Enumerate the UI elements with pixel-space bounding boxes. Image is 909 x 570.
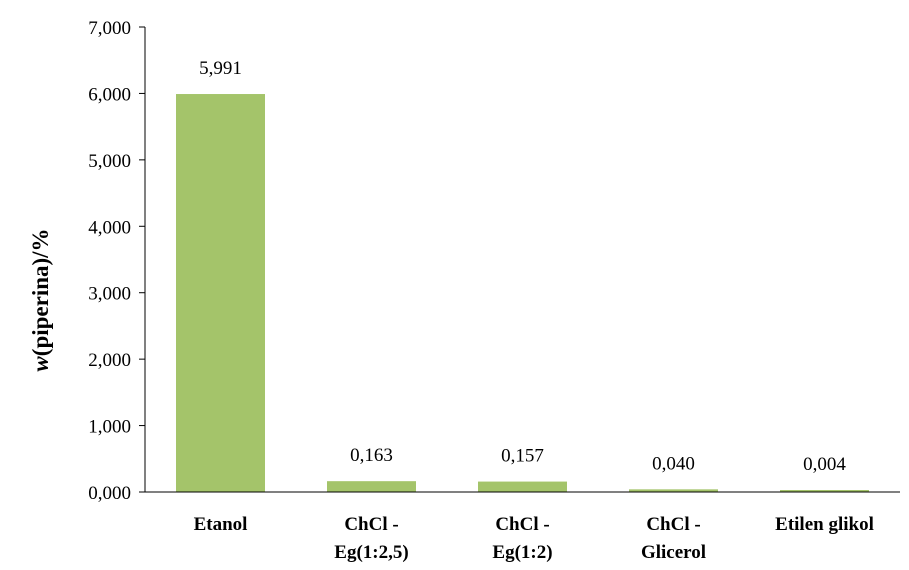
y-axis-label-italic: w [28,356,53,372]
data-label: 5,991 [199,58,242,79]
y-tick-label: 7,000 [88,18,131,39]
category-label-line: Etilen glikol [775,514,874,535]
y-axis-label: w(piperina)/% [28,228,53,371]
category-label-line: Glicerol [641,542,706,563]
y-tick-label: 5,000 [88,151,131,172]
category-label: ChCl - Glicerol [641,514,706,563]
data-label: 0,157 [501,446,544,467]
y-axis-label-rest: (piperina)/% [28,228,53,356]
data-label: 0,004 [803,454,846,475]
category-label: ChCl - Eg(1:2,5) [334,514,408,563]
y-tick-label: 3,000 [88,284,131,305]
bar [629,489,718,492]
category-label-line: Eg(1:2) [492,542,552,563]
category-label-line: ChCl - [646,514,700,535]
svg-text:w(piperina)/%: w(piperina)/% [28,228,53,371]
plot-area: 0,000 1,000 2,000 3,000 4,000 5,000 6,000 7,000… [88,18,900,563]
category-label: ChCl - Eg(1:2) [492,514,552,563]
bar [327,481,416,492]
bar [780,490,869,492]
category-label-line: ChCl - [344,514,398,535]
bar [478,481,567,492]
data-label: 0,163 [350,445,393,466]
category-label-line: ChCl - [495,514,549,535]
y-tick-label: 4,000 [88,217,131,238]
bar [176,94,265,492]
category-label-line: Etanol [194,514,248,535]
category-label: Etilen glikol [775,514,874,535]
y-tick-label: 0,000 [88,483,131,504]
y-tick-label: 1,000 [88,417,131,438]
y-tick-label: 6,000 [88,84,131,105]
category-label: Etanol [194,514,248,535]
category-label-line: Eg(1:2,5) [334,542,408,563]
y-tick-label: 2,000 [88,350,131,371]
data-label: 0,040 [652,453,695,474]
